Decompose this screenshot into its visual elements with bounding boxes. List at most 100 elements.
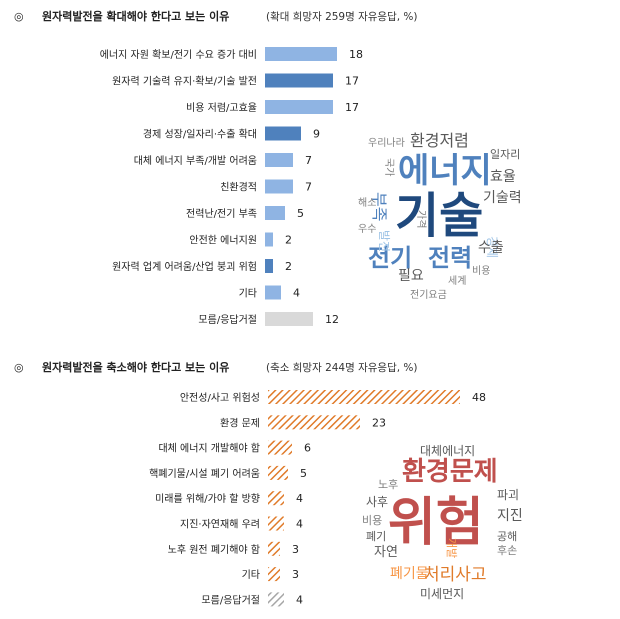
bar-label: 안전한 에너지원	[189, 235, 257, 247]
bar-label: 에너지 자원 확보/전기 수요 증가 대비	[100, 49, 257, 61]
bar-value-label: 6	[304, 442, 311, 455]
bar-label: 비용 저렴/고효율	[186, 101, 257, 114]
word-cloud-term: 해소	[358, 196, 376, 209]
section1-bullet: ◎	[14, 10, 24, 23]
bar-label: 핵폐기물/시설 폐기 어려움	[149, 468, 260, 480]
word-cloud-term: 자연	[374, 545, 398, 560]
bar	[268, 567, 280, 582]
bar-label: 안전성/사고 위험성	[180, 391, 260, 404]
word-cloud-term: 경제	[485, 236, 499, 258]
bar	[268, 592, 284, 607]
bar-value-label: 4	[296, 492, 303, 505]
bar-value-label: 18	[349, 48, 363, 61]
bar-value-label: 4	[293, 287, 300, 300]
bar	[265, 100, 333, 114]
bar-value-label: 9	[313, 128, 320, 141]
word-cloud-term: 에너지	[398, 151, 492, 191]
word-cloud-term: 지진	[497, 508, 523, 524]
bar-label: 대체 에너지 부족/개발 어려움	[134, 155, 257, 167]
bar-value-label: 4	[296, 593, 303, 606]
word-cloud-term: 노후	[378, 478, 398, 491]
bar	[268, 541, 280, 556]
bar-label: 친환경적	[220, 181, 257, 194]
bar	[268, 516, 284, 531]
word-cloud-term: 가격	[415, 210, 428, 228]
section1-subtitle: (확대 희망자 259명 자유응답, %)	[266, 10, 418, 23]
bar-label: 대체 에너지 개발해야 함	[158, 442, 260, 455]
bar-value-label: 4	[296, 518, 303, 531]
bar	[265, 285, 281, 300]
bar	[265, 179, 293, 194]
section2-title: 원자력발전을 축소해야 한다고 보는 이유	[42, 360, 229, 374]
bar-label: 모름/응답거절	[201, 593, 260, 606]
word-cloud-term: 개발	[445, 538, 458, 558]
word-cloud-term: 미세먼지	[420, 587, 464, 601]
bar-value-label: 5	[297, 207, 304, 220]
word-cloud-term: 국가	[383, 158, 395, 176]
bar	[268, 440, 292, 455]
word-cloud-term: 폐기물	[390, 566, 429, 582]
word-cloud-term: 위험	[388, 493, 484, 553]
word-cloud-term: 비용	[362, 514, 382, 527]
section2-header: ◎ 원자력발전을 축소해야 한다고 보는 이유 (축소 희망자 244명 자유응…	[14, 360, 418, 374]
section2-subtitle: (축소 희망자 244명 자유응답, %)	[266, 362, 418, 374]
bar-label: 노후 원전 폐기해야 함	[168, 543, 260, 556]
bar-label: 모름/응답거절	[198, 313, 257, 326]
bar-value-label: 48	[472, 391, 486, 404]
bar	[265, 206, 285, 220]
word-cloud-term: 비용	[472, 265, 490, 277]
bar-label: 원자력 업계 어려움/산업 붕괴 위험	[112, 260, 257, 273]
bar-label: 전력난/전기 부족	[186, 208, 257, 220]
bar-value-label: 17	[345, 101, 359, 114]
bar-value-label: 3	[292, 568, 299, 581]
bar	[268, 390, 460, 404]
bar	[268, 491, 284, 506]
word-cloud-term: 효율	[490, 169, 516, 185]
bar-label: 미래를 위해/가야 할 방향	[155, 492, 260, 505]
bar-label: 기타	[242, 569, 260, 581]
word-cloud-term: 파괴	[497, 488, 519, 502]
word-cloud-term: 기술력	[483, 190, 522, 206]
bar	[265, 126, 301, 141]
word-cloud-term: 폐기	[366, 530, 386, 543]
word-cloud-term: 공해	[497, 529, 517, 543]
word-cloud-term: 수출	[478, 240, 504, 256]
bar-value-label: 12	[325, 313, 339, 326]
word-cloud-term: 기술	[395, 188, 483, 244]
bar-value-label: 3	[292, 543, 299, 556]
word-cloud-term: 환경문제	[402, 457, 498, 487]
word-cloud-term: 처리사고	[424, 565, 487, 585]
bar-label: 기타	[239, 288, 257, 300]
word-cloud-term: 대체에너지	[420, 444, 475, 458]
bar-label: 지진·자연재해 우려	[180, 518, 260, 531]
word-cloud-term: 우리나라	[368, 137, 405, 149]
bar-label: 경제 성장/일자리·수출 확대	[143, 128, 257, 141]
word-cloud-term: 우수	[358, 223, 376, 235]
bar	[268, 415, 360, 430]
word-cloud-term: 일자리	[490, 147, 520, 161]
bar	[265, 312, 313, 326]
word-cloud-term: 전기요금	[410, 289, 447, 301]
bar-value-label: 2	[285, 260, 292, 273]
bar	[265, 73, 333, 88]
section2-bullet: ◎	[14, 361, 24, 374]
word-cloud-term: 발전	[377, 230, 391, 252]
bar-label: 환경 문제	[220, 416, 260, 429]
bar	[265, 47, 337, 61]
bar-value-label: 23	[372, 416, 386, 429]
word-cloud-term: 부족	[370, 192, 389, 221]
section1-title: 원자력발전을 확대해야 한다고 보는 이유	[42, 9, 229, 23]
section1-bar-chart: 에너지 자원 확보/전기 수요 증가 대비 18 원자력 기술력 유지·확보/기술 …	[100, 47, 363, 326]
bar	[265, 259, 273, 273]
word-cloud-term: 환경저렴	[410, 131, 469, 150]
bar-label: 원자력 기술력 유지·확보/기술 발전	[112, 76, 257, 88]
word-cloud-term: 세계	[448, 275, 466, 287]
word-cloud-term: 필요	[398, 268, 424, 284]
bar-value-label: 7	[305, 154, 312, 167]
bar	[268, 465, 288, 480]
bar-value-label: 17	[345, 75, 359, 88]
word-cloud-term: 전기	[368, 244, 412, 272]
